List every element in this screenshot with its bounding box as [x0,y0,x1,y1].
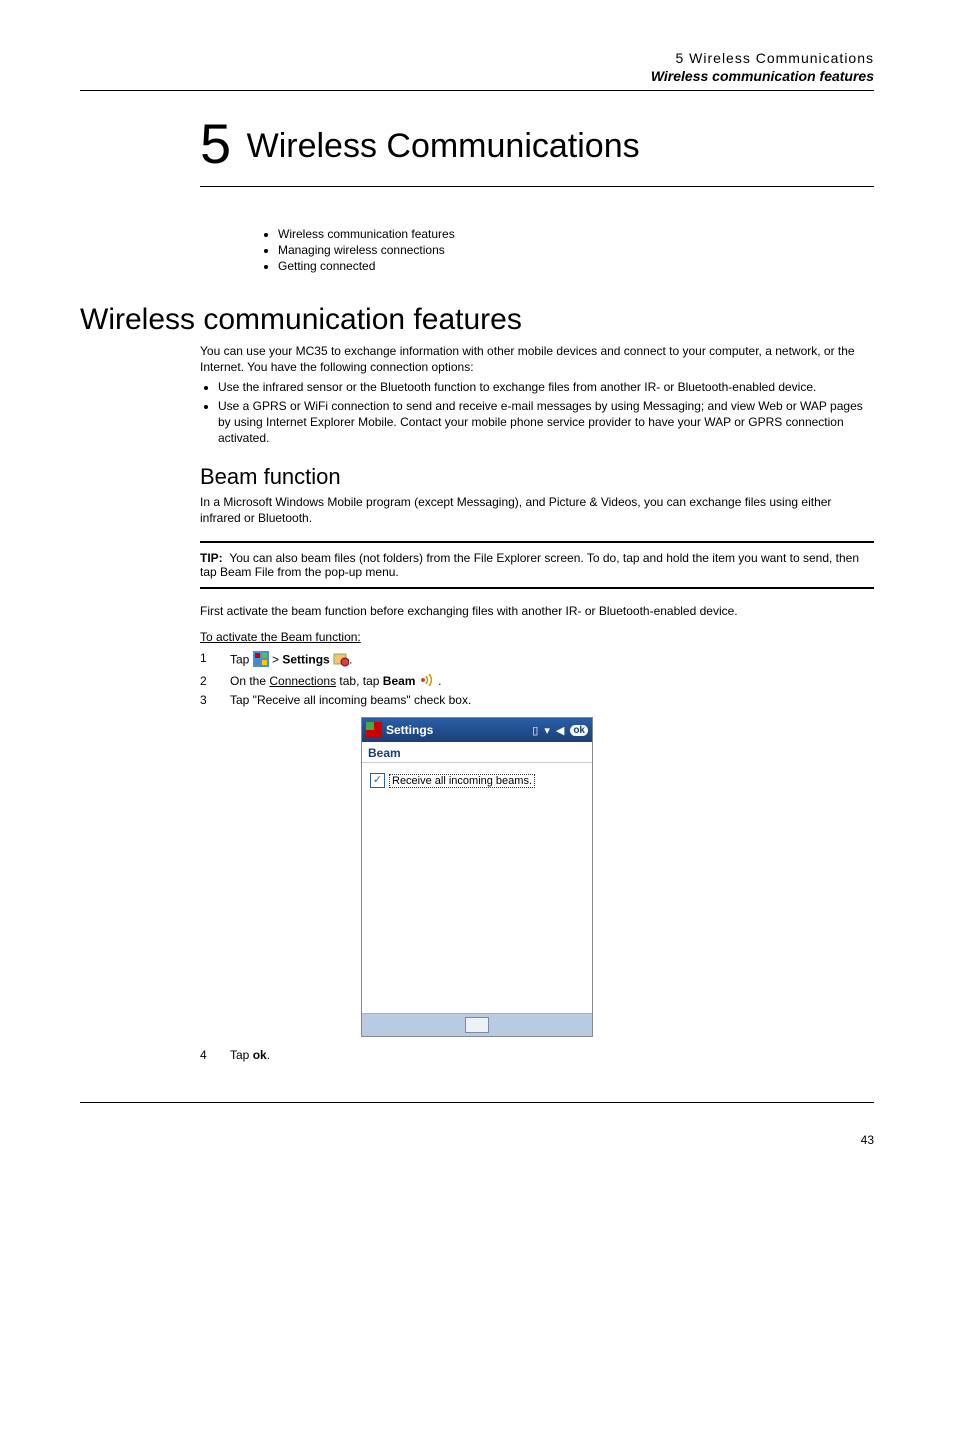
start-flag-icon [366,722,382,738]
receive-beams-checkbox[interactable]: ✓ [370,773,385,788]
chapter-title-text: Wireless Communications [247,127,640,165]
step-1: 1 Tap > Settings . [200,651,874,670]
step4-prefix: Tap [230,1048,253,1062]
settings-icon [333,651,349,670]
settings-screenshot: Settings ▯ ▾ ◀ ok Beam ✓ Receive all inc… [361,717,593,1037]
step4-ok: ok [253,1048,267,1062]
step3-text: Tap "Receive all incoming beams" check b… [230,693,471,707]
section-para: You can use your MC35 to exchange inform… [200,343,874,375]
page-number: 43 [80,1133,874,1147]
speaker-icon: ◀ [556,724,564,737]
intro-bullets: Wireless communication features Managing… [260,227,874,273]
tip-text: You can also beam files (not folders) fr… [200,551,859,579]
step-4: 4 Tap ok. [200,1048,874,1062]
step1-suffix: . [349,653,352,667]
step2-mid: tab, tap [336,674,383,688]
ok-button[interactable]: ok [570,725,588,736]
ss-bottombar [362,1013,592,1036]
footer-rule [80,1102,874,1103]
section-bullet: Use the infrared sensor or the Bluetooth… [218,379,874,395]
keyboard-icon[interactable] [465,1017,489,1033]
tip-box: TIP: You can also beam files (not folder… [200,541,874,589]
intro-bullet: Wireless communication features [278,227,874,241]
step-2: 2 On the Connections tab, tap Beam . [200,674,874,689]
subsection-title: Beam function [200,464,874,490]
intro-bullet: Managing wireless connections [278,243,874,257]
section-title: Wireless communication features [80,303,874,337]
step1-settings: Settings [282,653,329,667]
start-icon [253,651,269,670]
step4-suffix: . [267,1048,270,1062]
ss-body: ✓ Receive all incoming beams. [362,763,592,1013]
ss-subtitle: Beam [362,742,592,763]
section-bullet: Use a GPRS or WiFi connection to send an… [218,398,874,447]
beam-icon [419,674,435,689]
activate-heading: To activate the Beam function: [200,630,361,644]
step1-prefix: Tap [230,653,253,667]
header-subtitle: Wireless communication features [80,68,874,84]
receive-beams-label: Receive all incoming beams. [389,774,535,788]
step1-mid: > [272,653,282,667]
antenna-icon: ▾ [544,724,550,737]
step2-beam: Beam [383,674,416,688]
chapter-number: 5 [200,112,231,175]
chapter-title: 5 Wireless Communications [80,111,874,176]
step-3: 3 Tap "Receive all incoming beams" check… [200,693,874,707]
step2-prefix: On the [230,674,269,688]
after-tip-para: First activate the beam function before … [200,603,874,619]
header-rule [80,90,874,91]
step2-suffix: . [435,674,442,688]
subsection-para: In a Microsoft Windows Mobile program (e… [200,494,874,526]
chapter-rule [200,186,874,187]
header-chapter-ref: 5 Wireless Communications [80,50,874,66]
intro-bullet: Getting connected [278,259,874,273]
ss-title: Settings [386,723,433,737]
ss-titlebar: Settings ▯ ▾ ◀ ok [362,718,592,742]
signal-icon: ▯ [532,724,538,737]
step2-link: Connections [269,674,336,688]
tip-label: TIP: [200,551,223,565]
